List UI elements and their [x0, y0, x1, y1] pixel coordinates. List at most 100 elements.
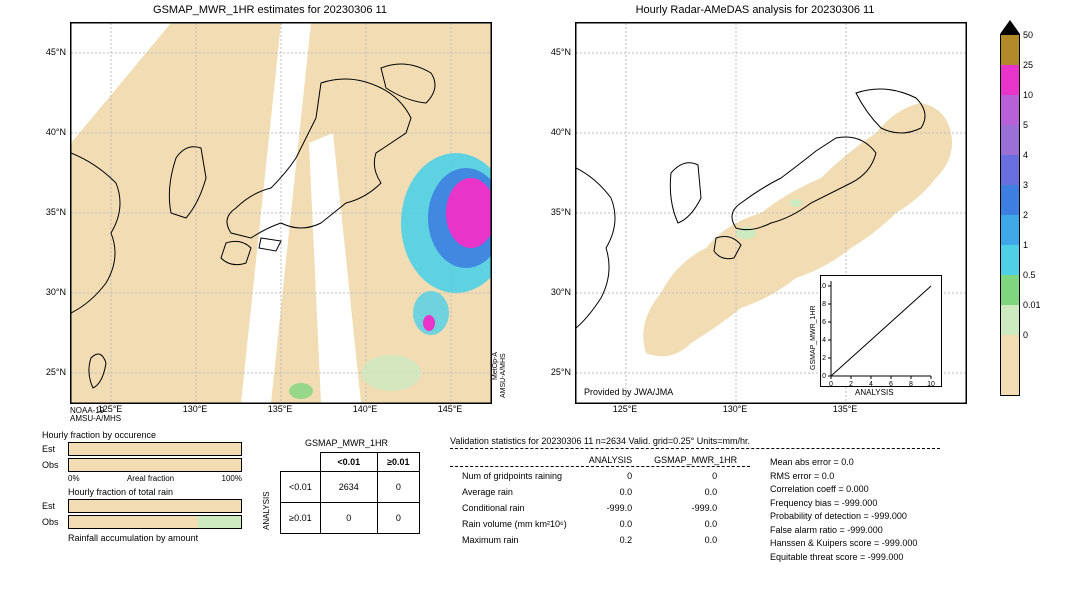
x-tick-label: 130°E — [183, 404, 208, 414]
inset-xlabel: ANALYSIS — [855, 388, 894, 397]
colorbar-label: 4 — [1023, 150, 1028, 160]
ct-c22: 0 — [377, 503, 419, 534]
stats-row-label: Maximum rain — [452, 533, 577, 547]
stats-row-a: -999.0 — [579, 501, 642, 515]
left-map-side-bot: AMSU-A/MHS — [500, 353, 507, 398]
stats-row-a: 0 — [579, 469, 642, 483]
colorbar-segment — [1001, 155, 1019, 185]
stats-row-b: 0.0 — [644, 517, 747, 531]
ct-row2: ≥0.01 — [281, 503, 321, 534]
row-est-label2: Est — [42, 501, 68, 511]
y-tick-label: 25°N — [543, 367, 571, 377]
inset-ylabel: GSMAP_MWR_1HR — [810, 305, 817, 370]
colorbar-segment — [1001, 125, 1019, 155]
stats-row-b: -999.0 — [644, 501, 747, 515]
bars1-obs-row: Obs — [42, 458, 242, 472]
stats-row-a: 0.0 — [579, 485, 642, 499]
stats-row-a: 0.2 — [579, 533, 642, 547]
x-tick-label: 140°E — [353, 404, 378, 414]
precipitation-colorbar: 502510543210.50.010 — [1000, 34, 1020, 396]
y-tick-label: 40°N — [543, 127, 571, 137]
stats-row-label: Conditional rain — [452, 501, 577, 515]
y-tick-label: 35°N — [543, 207, 571, 217]
ct-row-axis: ANALYSIS — [262, 491, 271, 530]
bars2-est-fill — [69, 500, 241, 512]
ct-col1: <0.01 — [320, 453, 377, 472]
colorbar-segment — [1001, 335, 1019, 395]
colorbar-label: 10 — [1023, 90, 1033, 100]
colorbar-label: 0 — [1023, 330, 1028, 340]
left-map-footnote2: AMSU-A/MHS — [70, 414, 121, 423]
row-est-label: Est — [42, 444, 68, 454]
x-tick-label: 130°E — [723, 404, 748, 414]
stats-row-b: 0 — [644, 469, 747, 483]
stats-right-line: Mean abs error = 0.0 — [770, 456, 917, 470]
stats-right-line: Hanssen & Kuipers score = -999.000 — [770, 537, 917, 551]
inset-scatter: 00224466881010 — [820, 275, 942, 387]
colorbar-segment — [1001, 185, 1019, 215]
ct-row1: <0.01 — [281, 472, 321, 503]
bars1-est-fill — [69, 443, 241, 455]
left-map-title: GSMAP_MWR_1HR estimates for 20230306 11 — [50, 4, 490, 16]
stats-hdr2: GSMAP_MWR_1HR — [644, 453, 747, 467]
svg-text:4: 4 — [869, 381, 873, 386]
left-map-panel — [70, 22, 492, 404]
x-tick-label: 125°E — [613, 404, 638, 414]
y-tick-label: 35°N — [38, 207, 66, 217]
bars2-est-row: Est — [42, 499, 242, 513]
x0-label: 0% — [68, 474, 80, 483]
dashed-separator-mid — [450, 466, 750, 467]
row-obs-label: Obs — [42, 460, 68, 470]
svg-text:2: 2 — [822, 355, 826, 362]
stats-right-line: Correlation coeff = 0.000 — [770, 483, 917, 497]
stats-row-b: 0.0 — [644, 533, 747, 547]
ct-c12: 0 — [377, 472, 419, 503]
dashed-separator — [450, 448, 940, 449]
svg-text:8: 8 — [822, 301, 826, 308]
stats-right-block: Mean abs error = 0.0RMS error = 0.0Corre… — [770, 456, 917, 564]
stats-right-line: False alarm ratio = -999.000 — [770, 524, 917, 538]
colorbar-segment — [1001, 35, 1019, 65]
stats-row-label: Average rain — [452, 485, 577, 499]
stats-title: Validation statistics for 20230306 11 n=… — [450, 436, 950, 446]
y-tick-label: 25°N — [38, 367, 66, 377]
ct-c21: 0 — [320, 503, 377, 534]
svg-text:4: 4 — [822, 337, 826, 344]
bars1-title: Hourly fraction by occurence — [42, 430, 242, 440]
svg-text:10: 10 — [927, 381, 935, 386]
svg-text:0: 0 — [829, 381, 833, 386]
left-map-side-top: MetOp-A — [492, 352, 499, 380]
colorbar-segment — [1001, 215, 1019, 245]
svg-text:6: 6 — [889, 381, 893, 386]
x-tick-label: 135°E — [833, 404, 858, 414]
x-tick-label: 125°E — [98, 404, 123, 414]
stats-row-label: Rain volume (mm km²10⁶) — [452, 517, 577, 531]
colorbar-segment — [1001, 65, 1019, 95]
y-tick-label: 30°N — [543, 287, 571, 297]
stats-right-line: RMS error = 0.0 — [770, 470, 917, 484]
svg-text:10: 10 — [821, 283, 826, 290]
y-tick-label: 45°N — [543, 47, 571, 57]
bars2-obs-tan — [69, 516, 198, 528]
bars2-title: Hourly fraction of total rain — [68, 487, 242, 497]
bars2-obs-row: Obs — [42, 515, 242, 529]
stats-row-label: Num of gridpoints raining — [452, 469, 577, 483]
bars2-obs-green — [198, 516, 241, 528]
y-tick-label: 40°N — [38, 127, 66, 137]
stats-right-line: Probability of detection = -999.000 — [770, 510, 917, 524]
colorbar-label: 0.5 — [1023, 270, 1036, 280]
row-obs-label2: Obs — [42, 517, 68, 527]
stats-row-b: 0.0 — [644, 485, 747, 499]
colorbar-arrow-icon — [1000, 20, 1020, 34]
ct-c11: 2634 — [320, 472, 377, 503]
x-tick-label: 135°E — [268, 404, 293, 414]
stats-row-a: 0.0 — [579, 517, 642, 531]
colorbar-label: 2 — [1023, 210, 1028, 220]
x100-label: 100% — [222, 474, 242, 483]
colorbar-label: 1 — [1023, 240, 1028, 250]
svg-text:6: 6 — [822, 319, 826, 326]
x-tick-label: 145°E — [438, 404, 463, 414]
y-tick-label: 45°N — [38, 47, 66, 57]
ct-col2: ≥0.01 — [377, 453, 419, 472]
svg-text:0: 0 — [822, 373, 826, 380]
